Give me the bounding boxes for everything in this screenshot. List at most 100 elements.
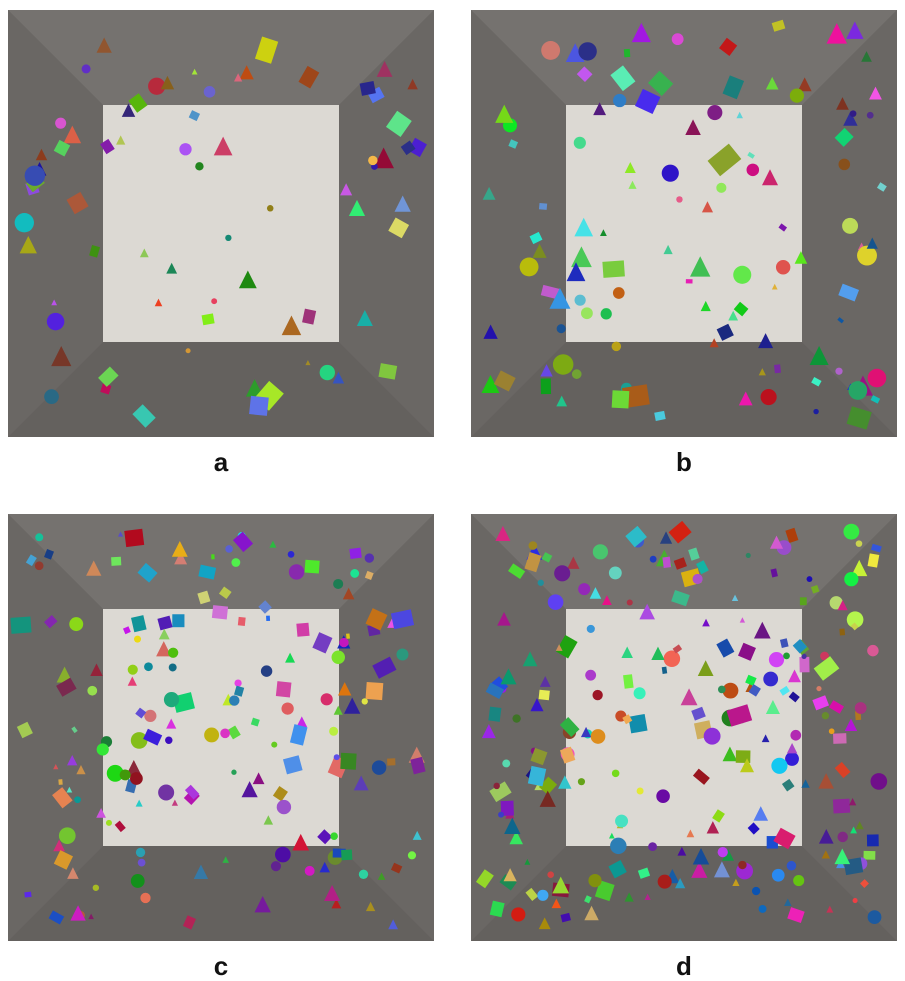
sphere [547,871,554,878]
sphere [752,887,760,895]
sphere [790,89,804,103]
sphere [656,789,670,803]
sphere [204,86,216,98]
box [296,623,309,637]
sphere [275,847,291,863]
box [612,390,630,408]
sphere [771,758,787,774]
sphere [634,687,646,699]
sphere [868,369,887,388]
sphere [615,815,628,828]
box [124,529,144,547]
sphere [134,636,141,643]
sphere [288,551,295,558]
sphere [15,213,34,232]
sphere [164,692,179,707]
sphere [35,561,44,570]
sphere [69,617,83,631]
box [623,674,634,689]
sphere [368,156,377,165]
sphere [59,827,76,844]
sphere [761,389,777,405]
sphere [613,94,626,107]
sphere [229,695,239,705]
sphere [554,565,570,581]
sphere [131,874,145,888]
sphere [529,541,538,550]
sphere [267,205,274,212]
sphere [520,257,539,276]
box [305,560,320,574]
sphere [627,599,633,605]
floor [566,105,802,342]
box [628,714,647,733]
panel-label: b [676,447,692,477]
sphere [807,576,813,582]
sphere [787,861,797,871]
sphere [55,118,66,129]
sphere [763,672,778,687]
sphere [601,308,612,319]
sphere [837,832,847,842]
sphere [372,760,386,774]
sphere [676,196,682,202]
sphere [128,665,138,675]
sphere [321,693,333,705]
floor [103,105,339,342]
sphere [330,832,338,840]
sphere [557,324,566,333]
sphere [538,580,544,586]
sphere [759,905,767,913]
box [833,733,847,744]
sphere [87,686,97,696]
sphere [692,574,702,584]
sphere [231,558,240,567]
box [541,378,551,394]
box [172,614,184,627]
sphere [575,295,586,306]
sphere [144,662,153,671]
sphere [612,770,620,778]
sphere [362,698,368,704]
sphere [844,572,858,586]
sphere [25,165,45,185]
sphere [493,783,499,789]
sphere [747,164,760,177]
box [340,753,356,770]
sphere [672,33,684,45]
sphere [733,266,751,284]
sphere [396,649,408,661]
sphere [868,910,882,924]
box [863,851,875,860]
sphere [333,579,343,589]
sphere [211,298,217,304]
sphere [44,389,59,404]
sphere [704,728,721,745]
sphere [131,732,148,749]
sphere [648,842,657,851]
sphere [856,540,863,547]
sphere [220,728,230,738]
sphere [511,907,525,921]
sphere [609,567,622,580]
sphere [650,556,657,563]
sphere [541,41,560,60]
page: abcd (() => { const data = JSON.parse(do… [0,0,905,981]
sphere [97,743,109,755]
sphere [853,898,858,903]
sphere [581,307,593,319]
sphere [359,870,368,879]
sphere [816,686,821,691]
sphere [158,784,174,800]
sphere [813,409,818,414]
sphere [585,670,596,681]
sphere [738,861,746,869]
sphere [74,796,81,803]
sphere [138,859,146,867]
sphere [822,712,829,719]
sphere [271,742,277,748]
box [276,681,292,697]
box [360,81,376,96]
sphere [574,137,586,149]
box [387,758,395,765]
